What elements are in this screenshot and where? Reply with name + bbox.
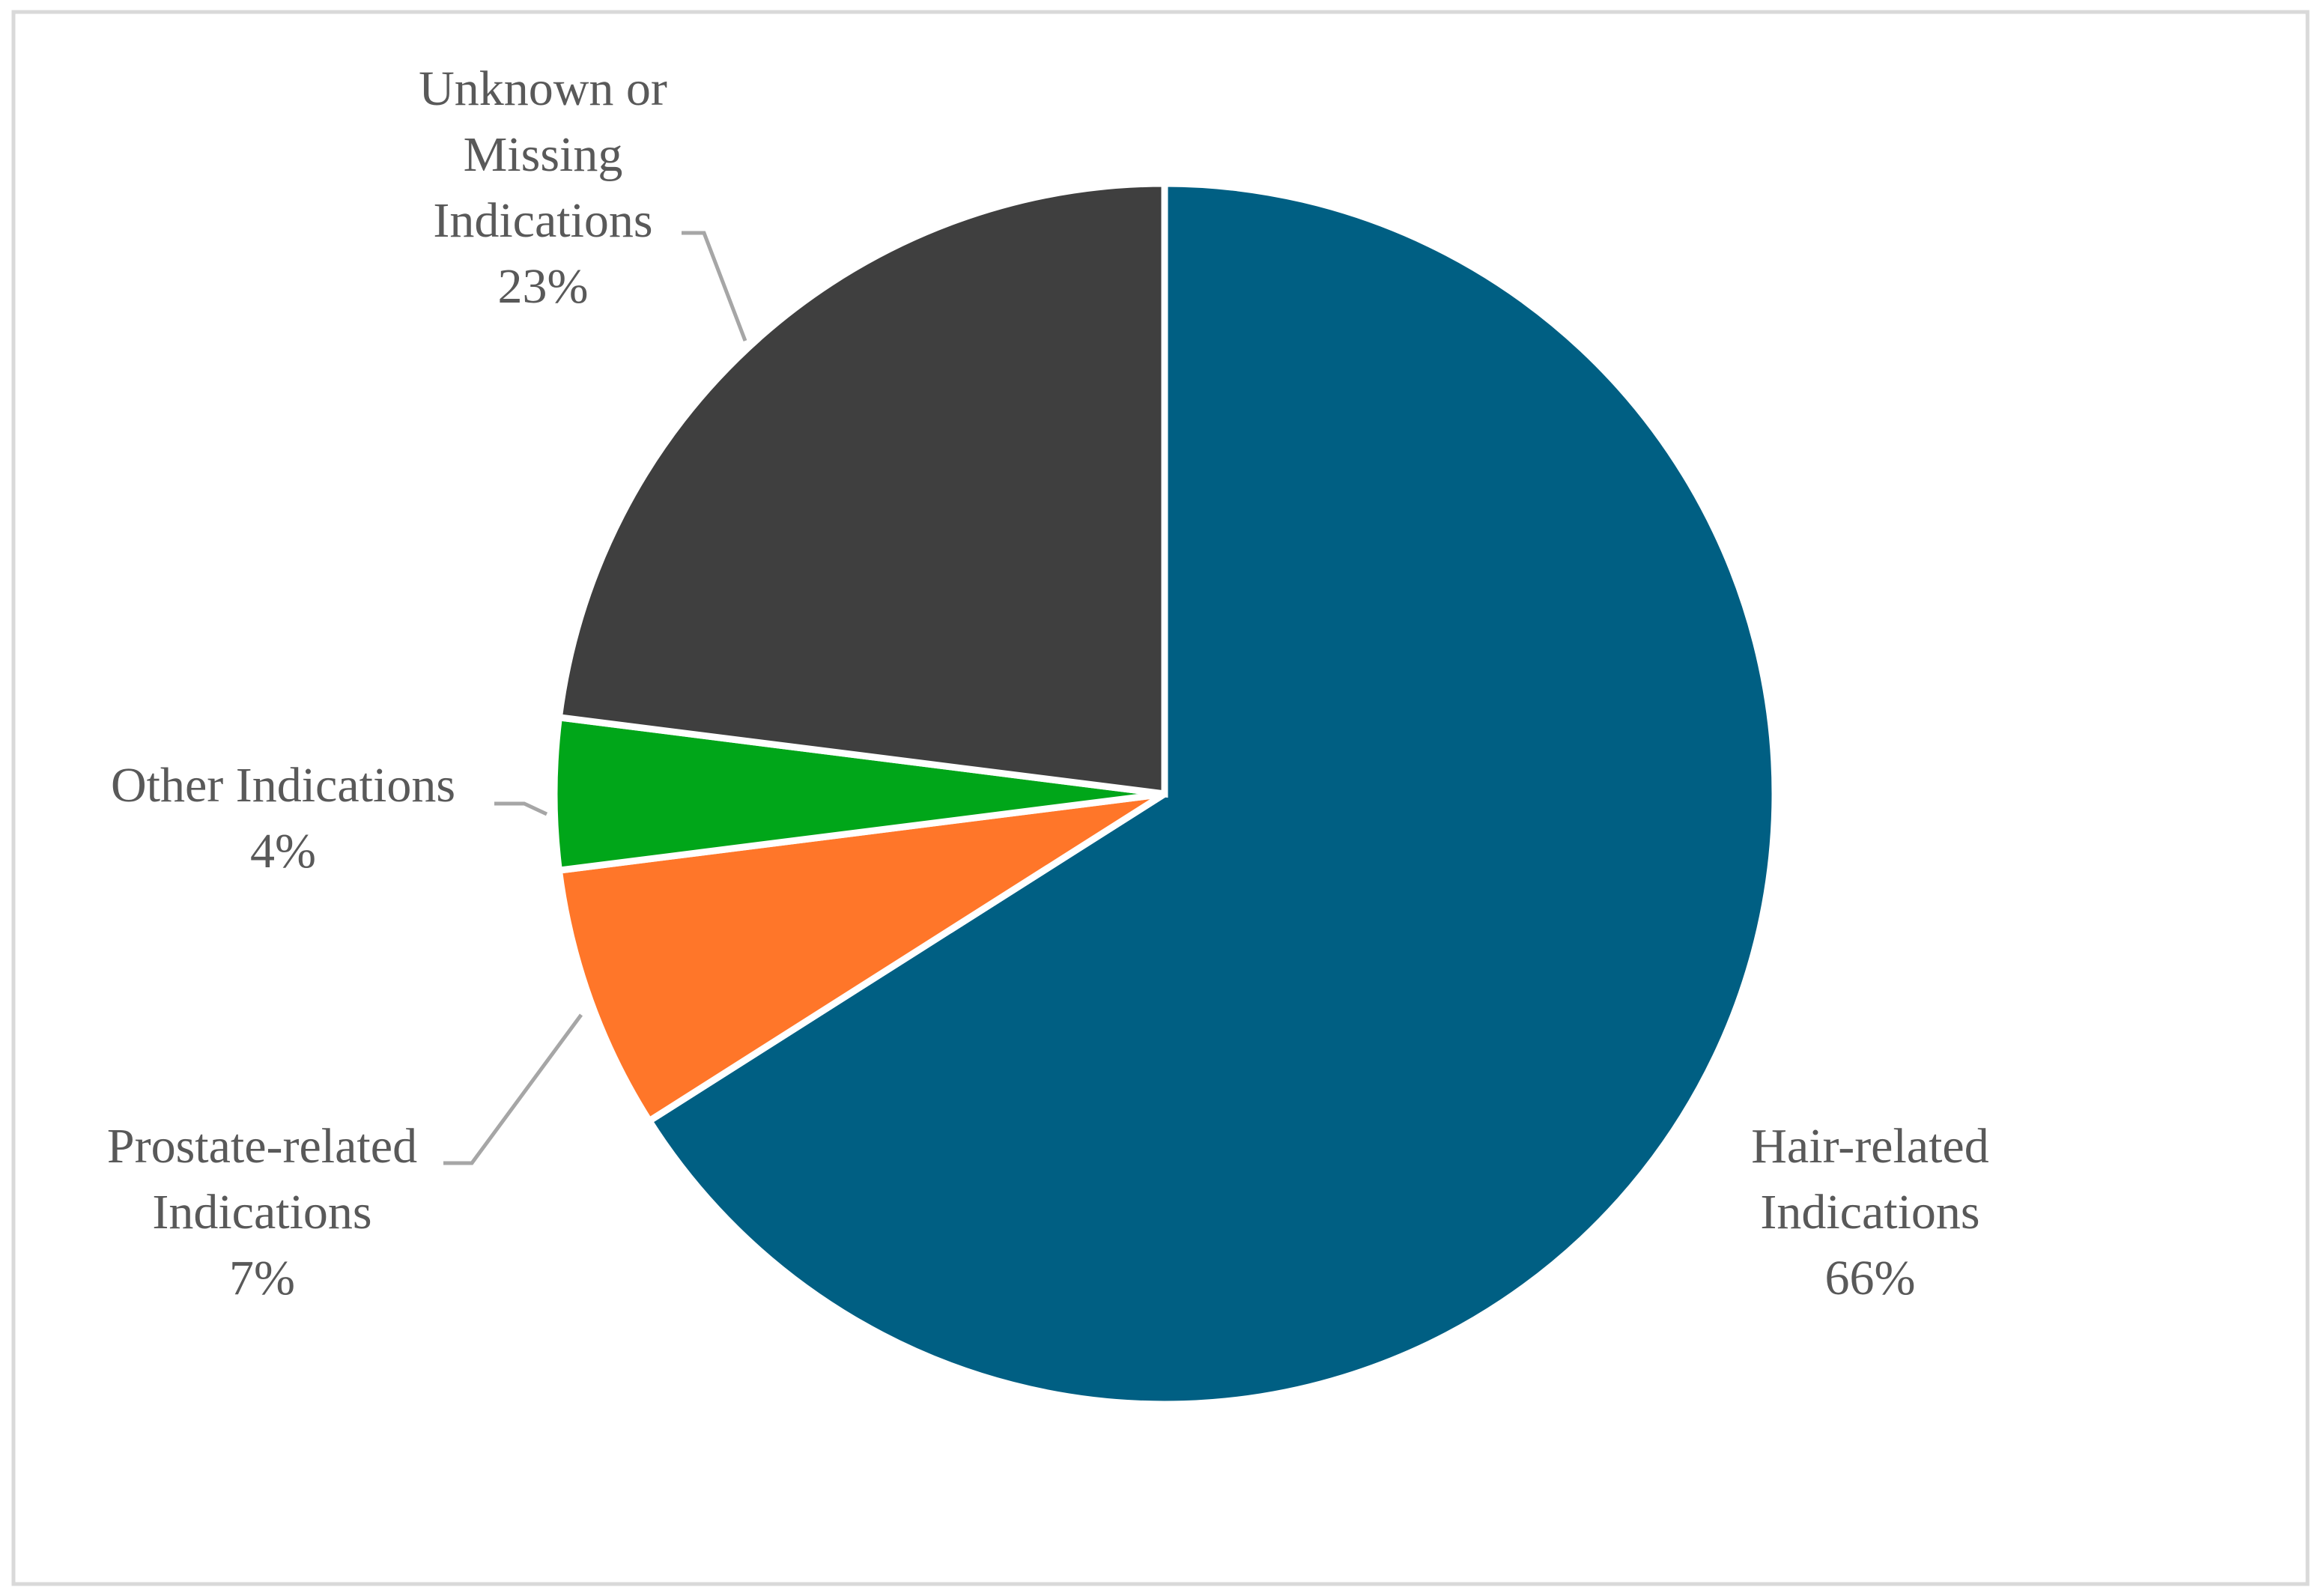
data-label-percent: 7% — [229, 1251, 295, 1305]
data-label-line: Indications — [433, 193, 652, 248]
leader-line — [682, 231, 747, 342]
data-label: Unknown or Missing Indications 23% — [419, 61, 667, 314]
data-label-line: Prostate-related — [107, 1119, 417, 1174]
data-label: Hair-related Indications 66% — [1751, 1119, 1988, 1305]
data-label-line: Missing — [464, 127, 623, 182]
leader-line — [443, 1013, 583, 1165]
data-label-percent: 4% — [250, 824, 316, 879]
leader-lines — [443, 231, 747, 1165]
data-label-line: Other Indications — [111, 758, 455, 813]
pie-slice-prostate-related-indications — [555, 790, 1167, 1126]
data-label: Prostate-related Indications 7% — [107, 1119, 417, 1305]
data-label-percent: 66% — [1825, 1251, 1916, 1305]
leader-line — [494, 801, 548, 816]
pie-slices — [550, 180, 1779, 1408]
data-label-line: Hair-related — [1751, 1119, 1988, 1174]
data-label-line: Indications — [1760, 1185, 1979, 1240]
data-label-line: Indications — [152, 1185, 371, 1240]
slice-labels: Hair-related Indications 66% Prostate-relat… — [107, 61, 1989, 1305]
data-label: Other Indications 4% — [111, 758, 455, 879]
pie-slice-hair-related-indications — [644, 180, 1779, 1408]
data-label-percent: 23% — [498, 259, 589, 314]
data-label-line: Unknown or — [419, 61, 667, 116]
pie-slice-unknown-or-missing-indications — [555, 180, 1168, 798]
